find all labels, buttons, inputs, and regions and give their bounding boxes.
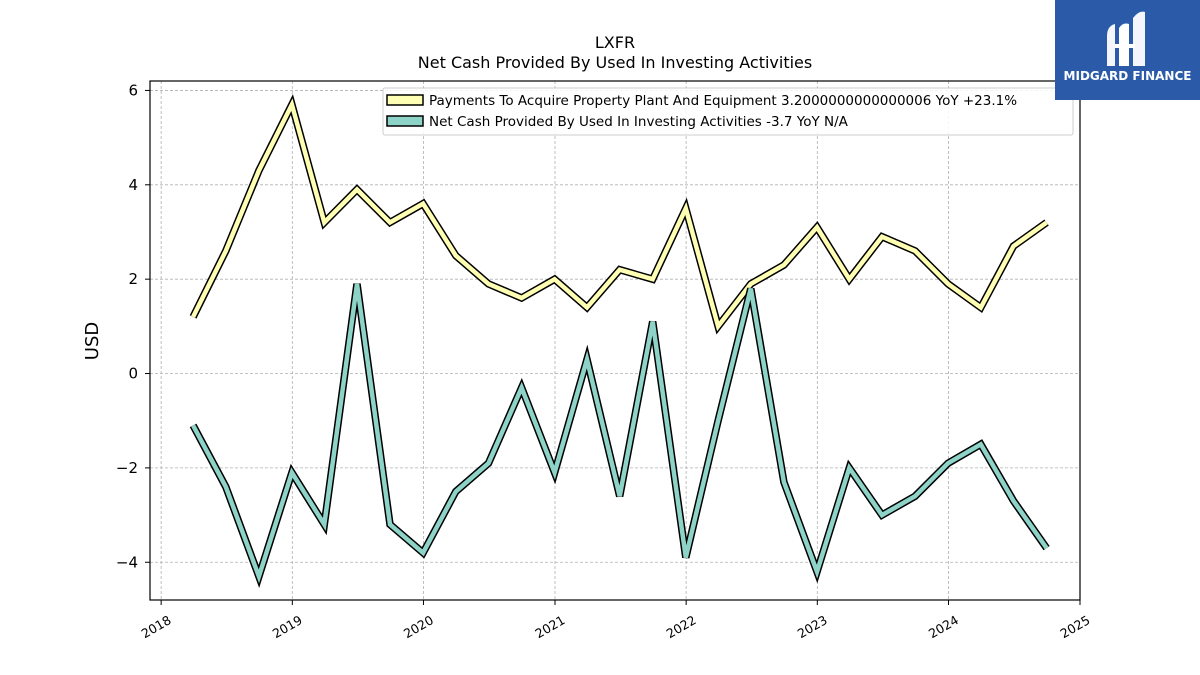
chart-subtitle: Net Cash Provided By Used In Investing A…: [418, 53, 812, 72]
x-tick-label: 2025: [1057, 612, 1092, 641]
series-line-1: [191, 283, 1049, 584]
x-tick-label: 2024: [926, 612, 961, 641]
series-lines: [189, 94, 1050, 588]
y-tick-label: −4: [116, 553, 138, 571]
x-tick-label: 2022: [664, 612, 699, 641]
y-tick-label: −2: [116, 459, 138, 477]
series-outline-1: [189, 283, 1050, 588]
legend-box: [382, 87, 1074, 136]
legend-entry-0: Payments To Acquire Property Plant And E…: [429, 93, 1017, 109]
legend: Payments To Acquire Property Plant And E…: [382, 87, 1074, 136]
y-tick-label: 6: [128, 81, 138, 99]
x-tick-label: 2020: [401, 612, 436, 641]
grid: [150, 81, 1081, 600]
y-tick-label: 2: [128, 270, 138, 288]
legend-entry-1: Net Cash Provided By Used In Investing A…: [429, 114, 849, 130]
series-line-0: [191, 98, 1048, 332]
legend-swatch-0: [386, 94, 424, 106]
x-tick-label: 2019: [270, 612, 305, 641]
chart-title: LXFR: [595, 33, 635, 52]
y-axis-label: USD: [82, 322, 103, 360]
brand-logo: MIDGARD FINANCE: [1055, 0, 1200, 100]
y-tick-label: 4: [128, 176, 138, 194]
legend-swatch-1: [386, 115, 424, 127]
x-tick-label: 2021: [532, 612, 567, 641]
plot-frame: [149, 80, 1081, 601]
x-tick-label: 2023: [795, 612, 830, 641]
brand-logo-icon: [1107, 11, 1145, 67]
x-tick-label: 2018: [139, 612, 174, 641]
brand-logo-text: MIDGARD FINANCE: [1063, 69, 1192, 83]
y-tick-label: 0: [128, 365, 138, 383]
